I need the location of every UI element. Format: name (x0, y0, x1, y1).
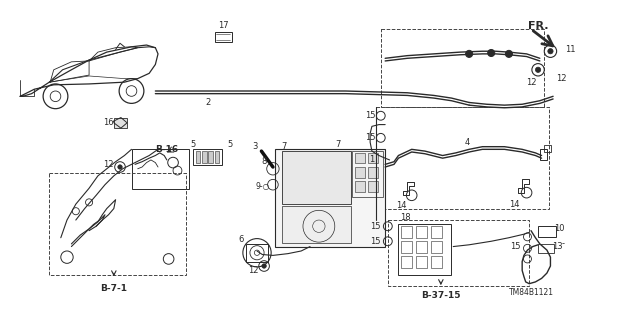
Bar (353, 151, 383, 197)
Text: 10: 10 (554, 224, 564, 234)
Bar (399, 224, 451, 275)
Text: B-7-1: B-7-1 (100, 284, 127, 293)
Text: 17: 17 (218, 21, 228, 30)
Text: 18: 18 (400, 213, 411, 222)
Bar (416, 241, 427, 253)
Bar (431, 226, 442, 238)
Bar (355, 167, 365, 178)
Circle shape (262, 264, 266, 268)
Text: 16: 16 (103, 118, 114, 127)
Text: 5: 5 (191, 140, 196, 149)
Bar (388, 220, 529, 286)
Bar (369, 167, 378, 178)
Bar (209, 151, 213, 163)
Text: 15: 15 (370, 222, 381, 231)
Bar (193, 149, 221, 165)
Text: 15: 15 (365, 111, 376, 120)
Text: 5: 5 (228, 140, 233, 149)
Text: 1: 1 (369, 155, 374, 164)
Bar (202, 151, 207, 163)
Circle shape (465, 50, 473, 57)
Bar (214, 32, 232, 42)
Bar (538, 244, 554, 253)
Text: 12: 12 (248, 266, 259, 275)
Bar (246, 244, 268, 262)
Text: TM84B1121: TM84B1121 (509, 288, 554, 297)
Bar (214, 151, 219, 163)
Bar (416, 256, 427, 268)
Text: 15: 15 (370, 237, 381, 246)
Text: 12: 12 (525, 78, 536, 87)
Bar (544, 145, 551, 152)
Text: B-37-15: B-37-15 (421, 291, 461, 300)
Text: 15: 15 (510, 242, 520, 251)
Bar (369, 153, 378, 163)
Bar (401, 226, 412, 238)
Circle shape (506, 50, 513, 57)
Bar (355, 153, 365, 163)
Bar (540, 149, 547, 160)
Circle shape (488, 49, 495, 56)
Circle shape (536, 67, 541, 72)
Text: -: - (561, 239, 564, 249)
Text: 12: 12 (556, 74, 566, 83)
Bar (369, 181, 378, 192)
Bar (282, 151, 351, 204)
Bar (431, 256, 442, 268)
Text: 8: 8 (261, 157, 267, 166)
Text: 7: 7 (281, 142, 286, 151)
Bar (431, 241, 442, 253)
Bar (538, 226, 556, 237)
Text: 4: 4 (465, 138, 470, 147)
Text: 11: 11 (566, 45, 576, 54)
Bar (275, 149, 385, 247)
Bar (114, 117, 127, 128)
Bar (131, 149, 189, 189)
Bar (381, 29, 544, 107)
Bar (401, 256, 412, 268)
Text: 13: 13 (552, 242, 563, 251)
Bar (355, 181, 365, 192)
Circle shape (118, 165, 122, 169)
Text: 9-○: 9-○ (255, 182, 269, 191)
Circle shape (548, 48, 553, 54)
Text: 15: 15 (365, 133, 376, 142)
Bar (196, 151, 200, 163)
Bar (401, 241, 412, 253)
Bar (49, 173, 186, 275)
Text: 7: 7 (335, 140, 341, 149)
Text: 3: 3 (253, 142, 258, 151)
Text: B-16: B-16 (156, 145, 179, 154)
Text: 6: 6 (239, 235, 244, 244)
Text: 14: 14 (396, 201, 406, 211)
Bar (282, 206, 351, 243)
Bar (416, 226, 427, 238)
Text: 2: 2 (206, 98, 211, 107)
Text: FR.: FR. (529, 21, 549, 31)
Text: 12: 12 (103, 160, 114, 169)
Text: 14: 14 (509, 200, 520, 209)
Bar (376, 107, 548, 209)
